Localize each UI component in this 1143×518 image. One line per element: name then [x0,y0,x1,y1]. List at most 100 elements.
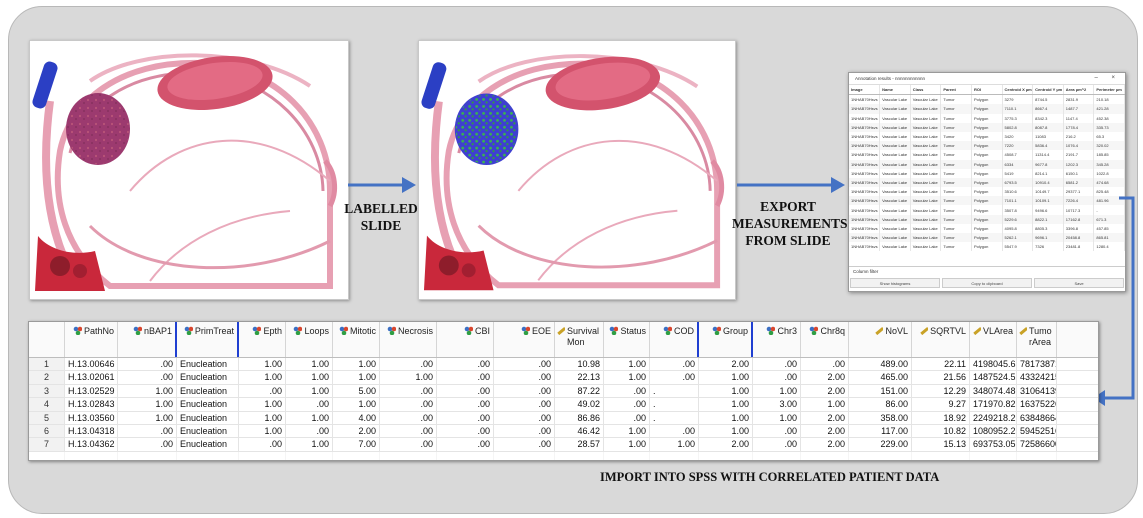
measurement-column-header[interactable]: ROI [971,85,1003,96]
spss-cell[interactable]: .00 [380,384,437,398]
spss-cell[interactable]: 1.00 [604,424,650,438]
spss-cell[interactable]: 1.00 [699,384,753,398]
spss-data-row[interactable]: 3 H.13.02529 1.00 Enucleation .00 1.00 5.00.00… [29,384,1098,399]
measurement-row[interactable]: 1NHAB70Hsvs Vascular Lake Vascular Lake Tum… [849,159,1125,169]
spss-cell[interactable]: . [650,398,699,411]
spss-cell[interactable]: .00 [437,438,494,451]
spss-cell[interactable]: 1.00 [286,384,333,398]
spss-cell[interactable]: 1.00 [239,371,286,384]
spss-cell[interactable]: 1.00 [333,358,380,371]
spss-cell[interactable]: H.13.04318 [65,424,118,438]
spss-cell[interactable]: H.13.02061 [65,371,118,384]
spss-cell[interactable]: 22.13 [555,371,604,384]
spss-cell[interactable]: 1.00 [239,358,286,371]
spss-cell[interactable]: 1080952.25 [970,424,1017,438]
spss-cell[interactable]: .00 [494,371,555,384]
spss-cell[interactable]: 1.00 [699,398,753,411]
spss-cell[interactable]: 1.00 [604,371,650,384]
measurement-row[interactable]: 1NHAB70Hsvs Vascular Lake Vascular Lake Tum… [849,205,1125,215]
spss-cell[interactable]: 1.00 [118,384,177,398]
spss-cell[interactable]: Enucleation [177,424,239,438]
spss-cell[interactable]: 1.00 [286,371,333,384]
spss-cell[interactable]: .00 [380,358,437,371]
spss-cell[interactable]: .00 [380,424,437,438]
spss-data-row[interactable]: 4 H.13.02843 1.00 Enucleation 1.00.00 1.00.00… [29,398,1098,412]
spss-cell[interactable]: .00 [437,411,494,424]
spss-cell[interactable]: 3.00 [753,398,801,411]
spss-cell[interactable]: .00 [494,411,555,424]
spss-cell[interactable]: .00 [604,411,650,424]
spss-cell[interactable]: 358.00 [849,411,912,424]
spss-cell[interactable]: 22.11 [912,358,970,371]
measurement-column-header[interactable]: Image [849,85,881,96]
spss-cell[interactable]: .00 [380,398,437,411]
spss-cell[interactable]: Enucleation [177,438,239,451]
spss-cell[interactable]: 49.02 [555,398,604,411]
spss-cell[interactable]: 1.00 [380,371,437,384]
spss-cell[interactable]: .00 [753,371,801,384]
spss-cell[interactable]: 1.00 [286,438,333,451]
measurement-row[interactable]: 1NHAB70Hsvs Vascular Lake Vascular Lake Tum… [849,104,1125,114]
spss-cell[interactable]: H.13.03560 [65,411,118,424]
spss-cell[interactable]: .00 [118,424,177,438]
spss-cell[interactable]: 1.00 [699,424,753,438]
spss-cell[interactable]: .00 [494,438,555,451]
spss-cell[interactable]: 465.00 [849,371,912,384]
spss-cell[interactable]: 1.00 [699,411,753,424]
spss-cell[interactable]: .00 [437,384,494,398]
spss-cell[interactable]: .00 [286,424,333,438]
spss-cell[interactable]: 1.00 [604,438,650,451]
measurement-row[interactable]: 1NHAB70Hsvs Vascular Lake Vascular Lake Tum… [849,168,1125,178]
spss-column-header[interactable]: SQRTVL [912,322,970,357]
spss-cell[interactable]: .00 [753,358,801,371]
spss-cell[interactable]: 2.00 [699,438,753,451]
measurement-row[interactable]: 1NHAB70Hsvs Vascular Lake Vascular Lake Tum… [849,113,1125,123]
spss-cell[interactable]: 59452516.10 [1017,424,1057,438]
measurement-row[interactable]: 1NHAB70Hsvs Vascular Lake Vascular Lake Tum… [849,131,1125,142]
measurement-column-header[interactable]: Parent [940,85,972,96]
spss-cell[interactable]: 1.00 [650,438,699,451]
measurement-row[interactable]: 1NHAB70Hsvs Vascular Lake Vascular Lake Tum… [849,233,1125,243]
spss-cell[interactable]: 21.56 [912,371,970,384]
measurement-column-header[interactable]: Name [879,85,911,96]
spss-cell[interactable]: .00 [801,358,849,371]
copy-to-clipboard-button[interactable]: Copy to clipboard [942,278,1032,288]
spss-cell[interactable]: 1.00 [118,398,177,411]
measurement-row[interactable]: 1NHAB70Hsvs Vascular Lake Vascular Lake Tum… [849,196,1125,206]
spss-cell[interactable]: Enucleation [177,398,239,411]
spss-cell[interactable]: Enucleation [177,358,239,371]
spss-cell[interactable]: 63848664.40 [1017,411,1057,424]
spss-cell[interactable]: 229.00 [849,438,912,451]
spss-column-header[interactable]: nBAP1 [118,322,177,357]
measurement-row[interactable]: 1NHAB70Hsvs Vascular Lake Vascular Lake Tum… [849,122,1125,132]
spss-column-header[interactable]: PrimTreat [177,322,239,357]
spss-cell[interactable]: Enucleation [177,411,239,424]
spss-cell[interactable]: 31064139.50 [1017,384,1057,398]
spss-cell[interactable]: .00 [118,371,177,384]
measurement-row[interactable]: 1NHAB70Hsvs Vascular Lake Vascular Lake Tum… [849,187,1125,197]
spss-cell[interactable]: 15.13 [912,438,970,451]
spss-cell[interactable]: H.13.02843 [65,398,118,411]
measurement-column-header[interactable]: Perimeter µm [1093,85,1125,96]
spss-cell[interactable]: 151.00 [849,384,912,398]
spss-cell[interactable]: .00 [380,438,437,451]
spss-cell[interactable]: 1487524.52 [970,371,1017,384]
spss-cell[interactable]: 2249218.29 [970,411,1017,424]
spss-cell[interactable]: 1.00 [753,411,801,424]
spss-column-header[interactable]: NoVL [849,322,912,357]
spss-cell[interactable]: 9.27 [912,398,970,411]
spss-cell[interactable]: .00 [753,424,801,438]
spss-cell[interactable]: .00 [286,398,333,411]
spss-cell[interactable]: .00 [494,384,555,398]
spss-column-header[interactable]: Chr3 [753,322,801,357]
spss-cell[interactable]: .00 [118,438,177,451]
spss-cell[interactable]: .00 [437,424,494,438]
spss-cell[interactable]: 1.00 [801,398,849,411]
measurement-row[interactable]: 1NHAB70Hsvs Vascular Lake Vascular Lake Tum… [849,150,1125,160]
spss-cell[interactable]: Enucleation [177,384,239,398]
spss-cell[interactable]: 1.00 [333,371,380,384]
spss-cell[interactable]: H.13.02529 [65,384,118,398]
spss-cell[interactable]: 489.00 [849,358,912,371]
measurement-row[interactable]: 1NHAB70Hsvs Vascular Lake Vascular Lake Tum… [849,177,1125,188]
spss-cell[interactable]: .00 [753,438,801,451]
